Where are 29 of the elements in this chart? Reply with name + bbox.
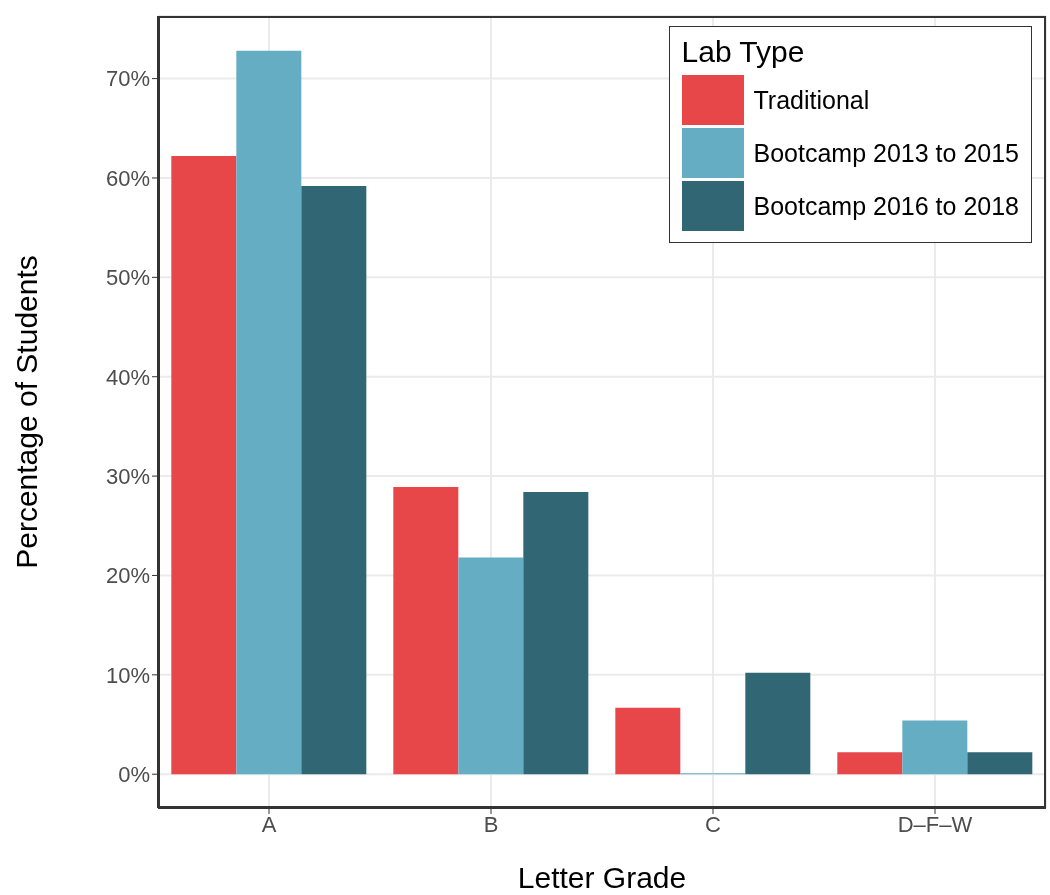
bar — [236, 50, 302, 775]
bar — [523, 492, 589, 775]
bar — [301, 185, 367, 775]
bar — [393, 487, 459, 775]
y-tick-label: 10% — [105, 662, 150, 688]
legend-label: Bootcamp 2016 to 2018 — [753, 191, 1019, 221]
y-tick-label: 60% — [105, 165, 150, 191]
y-tick-label: 30% — [105, 463, 150, 489]
bar — [458, 557, 524, 775]
x-axis-title: Letter Grade — [517, 861, 687, 894]
y-tick-label: 0% — [118, 762, 150, 788]
bar — [171, 156, 237, 775]
legend-title: Lab Type — [681, 35, 806, 69]
y-tick-label: 70% — [105, 66, 150, 92]
y-tick-label: 20% — [105, 563, 150, 589]
x-tick-label: B — [483, 811, 499, 837]
y-tick-label: 40% — [105, 364, 150, 390]
bar — [837, 752, 903, 775]
legend-label: Traditional — [753, 85, 870, 115]
bar — [745, 672, 811, 775]
bar — [902, 720, 968, 775]
x-tick-label: D–F–W — [897, 811, 973, 837]
x-tick-label: A — [261, 811, 277, 837]
bar — [615, 707, 681, 775]
x-tick-label: C — [705, 811, 722, 837]
bar — [967, 752, 1033, 775]
legend-label: Bootcamp 2013 to 2015 — [753, 138, 1019, 168]
y-axis-title: Percentage of Students — [9, 255, 43, 569]
y-tick-label: 50% — [105, 265, 150, 291]
